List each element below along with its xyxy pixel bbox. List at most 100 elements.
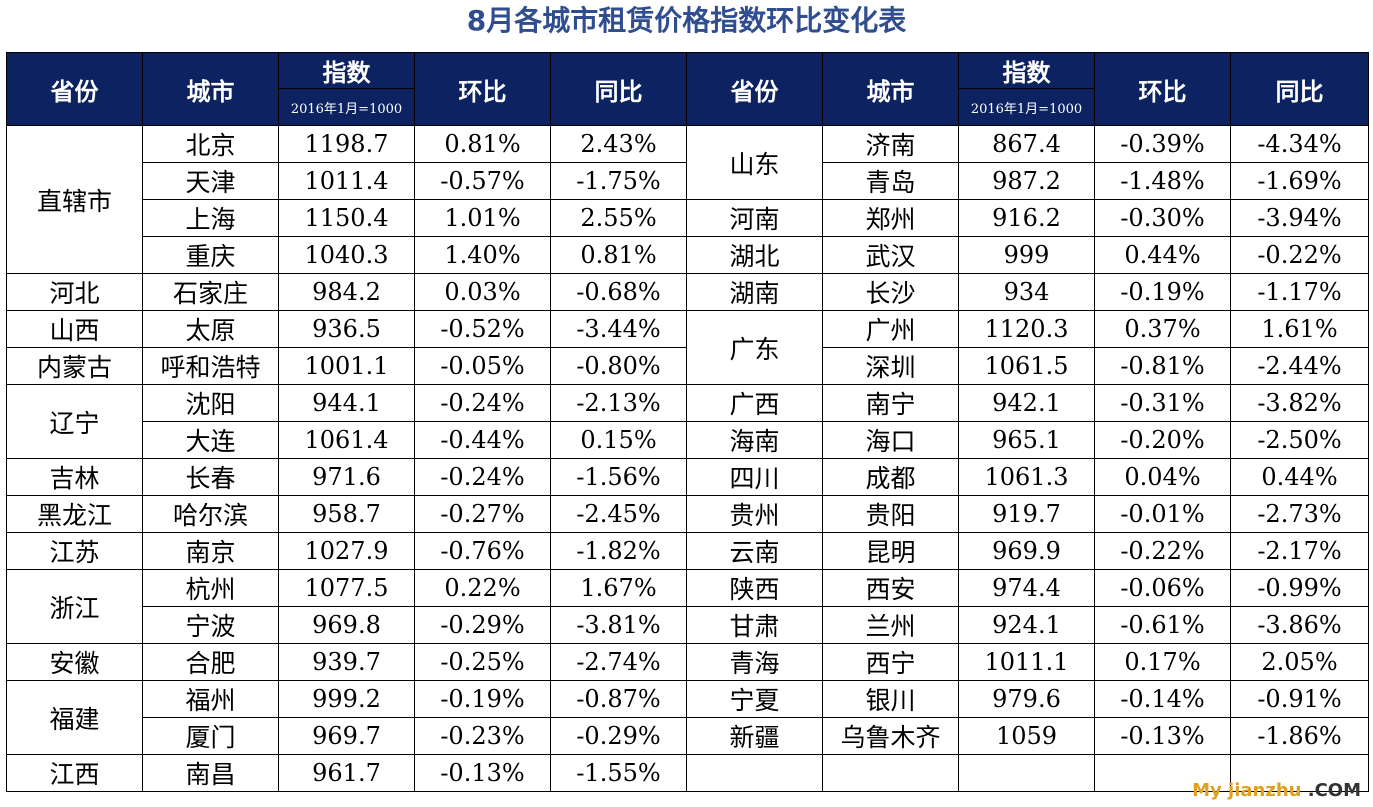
mom-cell-left: 1.01% — [414, 199, 551, 237]
index-cell-left: 958.7 — [278, 495, 415, 533]
index-cell-left: 969.7 — [278, 717, 415, 755]
province-cell-left: 福建 — [6, 680, 143, 755]
province-cell-right: 贵州 — [686, 495, 823, 533]
header-index-sub-left: 2016年1月=1000 — [278, 88, 415, 126]
index-cell-left: 1061.4 — [278, 421, 415, 459]
empty-cell-right — [822, 754, 959, 792]
watermark-text: My jianzhu — [1192, 780, 1302, 801]
mom-cell-right: 0.04% — [1094, 458, 1231, 496]
mom-cell-left: 0.22% — [414, 569, 551, 607]
province-cell-right: 青海 — [686, 643, 823, 681]
table-row: 安徽 合肥 939.7 -0.25% -2.74% 青海 西宁 1011.1 0.17% 2.05… — [6, 643, 1369, 681]
mom-cell-right: -0.20% — [1094, 421, 1231, 459]
header-city-left: 城市 — [142, 52, 279, 126]
mom-cell-right: -0.39% — [1094, 125, 1231, 163]
city-cell-left: 长春 — [142, 458, 279, 496]
yoy-cell-right: -2.17% — [1230, 532, 1369, 570]
rent-index-table: 省份 城市 指数 环比 同比 省份 城市 指数 环比 同比 2016年1月=10… — [6, 52, 1369, 792]
table-row: 福建 福州 999.2 -0.19% -0.87% 宁夏 银川 979.6 -0.14% -0.9… — [6, 680, 1369, 755]
city-cell-right: 济南 — [822, 125, 959, 163]
table-row: 内蒙古 呼和浩特 1001.1 -0.05% -0.80% 深圳 1061.5 -0.81% -… — [6, 347, 1369, 385]
province-cell-right: 陕西 — [686, 569, 823, 607]
city-cell-left: 合肥 — [142, 643, 279, 681]
yoy-cell-left: -0.68% — [550, 273, 687, 311]
city-cell-right: 南宁 — [822, 384, 959, 422]
mom-cell-right: -0.81% — [1094, 347, 1231, 385]
city-cell-right: 西安 — [822, 569, 959, 607]
yoy-cell-right: 1.61% — [1230, 310, 1369, 348]
page-title: 8月各城市租赁价格指数环比变化表 — [466, 4, 907, 37]
index-cell-right: 969.9 — [958, 532, 1095, 570]
yoy-cell-right: 0.44% — [1230, 458, 1369, 496]
yoy-cell-right: -3.82% — [1230, 384, 1369, 422]
city-cell-right: 昆明 — [822, 532, 959, 570]
index-cell-left: 1198.7 — [278, 125, 415, 163]
mom-cell-right: 0.17% — [1094, 643, 1231, 681]
index-cell-left: 1027.9 — [278, 532, 415, 570]
header-province-right: 省份 — [686, 52, 823, 126]
province-cell-left: 安徽 — [6, 643, 143, 681]
city-cell-right: 广州 — [822, 310, 959, 348]
city-cell-right: 乌鲁木齐 — [822, 717, 959, 755]
mom-cell-left: -0.05% — [414, 347, 551, 385]
yoy-cell-left: -2.13% — [550, 384, 687, 422]
city-cell-left: 大连 — [142, 421, 279, 459]
yoy-cell-right: -3.86% — [1230, 606, 1369, 644]
city-cell-right: 海口 — [822, 421, 959, 459]
table-row: 江西 南昌 961.7 -0.13% -1.55% — [6, 754, 1369, 792]
index-cell-right: 919.7 — [958, 495, 1095, 533]
mom-cell-left: -0.27% — [414, 495, 551, 533]
province-cell-right: 湖北 — [686, 236, 823, 274]
province-cell-right: 山东 — [686, 125, 823, 200]
province-cell-right: 广西 — [686, 384, 823, 422]
city-cell-right: 西宁 — [822, 643, 959, 681]
province-cell-right: 海南 — [686, 421, 823, 459]
mom-cell-left: -0.29% — [414, 606, 551, 644]
city-cell-left: 太原 — [142, 310, 279, 348]
city-cell-left: 厦门 — [142, 717, 279, 755]
index-cell-right: 867.4 — [958, 125, 1095, 163]
index-cell-left: 999.2 — [278, 680, 415, 718]
city-cell-right: 兰州 — [822, 606, 959, 644]
province-cell-right: 广东 — [686, 310, 823, 385]
yoy-cell-left: -2.74% — [550, 643, 687, 681]
index-cell-left: 936.5 — [278, 310, 415, 348]
mom-cell-right: -0.30% — [1094, 199, 1231, 237]
empty-cell-right — [686, 754, 823, 792]
table-row: 吉林 长春 971.6 -0.24% -1.56% 四川 成都 1061.3 0.04% 0.44… — [6, 458, 1369, 496]
index-cell-right: 1059 — [958, 717, 1095, 755]
table-row: 山西 太原 936.5 -0.52% -3.44% 广东 广州 1120.3 0.37% 1.61… — [6, 310, 1369, 385]
city-cell-left: 石家庄 — [142, 273, 279, 311]
province-cell-right: 河南 — [686, 199, 823, 237]
city-cell-right: 贵阳 — [822, 495, 959, 533]
city-cell-left: 天津 — [142, 162, 279, 200]
empty-cell-right — [958, 754, 1095, 792]
mom-cell-left: -0.57% — [414, 162, 551, 200]
mom-cell-left: 1.40% — [414, 236, 551, 274]
index-cell-right: 979.6 — [958, 680, 1095, 718]
yoy-cell-right: -1.86% — [1230, 717, 1369, 755]
header-yoy-right: 同比 — [1230, 52, 1369, 126]
yoy-cell-left: -3.44% — [550, 310, 687, 348]
yoy-cell-left: -1.82% — [550, 532, 687, 570]
index-cell-left: 944.1 — [278, 384, 415, 422]
province-cell-right: 湖南 — [686, 273, 823, 311]
mom-cell-left: -0.19% — [414, 680, 551, 718]
index-cell-left: 1040.3 — [278, 236, 415, 274]
index-cell-right: 1061.3 — [958, 458, 1095, 496]
city-cell-left: 宁波 — [142, 606, 279, 644]
index-cell-left: 1001.1 — [278, 347, 415, 385]
index-cell-right: 965.1 — [958, 421, 1095, 459]
city-cell-right: 深圳 — [822, 347, 959, 385]
header-province-left: 省份 — [6, 52, 143, 126]
table-row: 大连 1061.4 -0.44% 0.15% 海南 海口 965.1 -0.20% -2.50% — [7, 421, 1369, 459]
yoy-cell-left: -1.75% — [550, 162, 687, 200]
index-cell-right: 924.1 — [958, 606, 1095, 644]
header-yoy-left: 同比 — [550, 52, 687, 126]
watermark: My jianzhu .COM — [1192, 780, 1361, 801]
empty-cell-right — [1094, 754, 1231, 792]
province-cell-right: 四川 — [686, 458, 823, 496]
index-cell-left: 1011.4 — [278, 162, 415, 200]
header-index-right: 指数 — [958, 52, 1095, 89]
index-cell-right: 987.2 — [958, 162, 1095, 200]
